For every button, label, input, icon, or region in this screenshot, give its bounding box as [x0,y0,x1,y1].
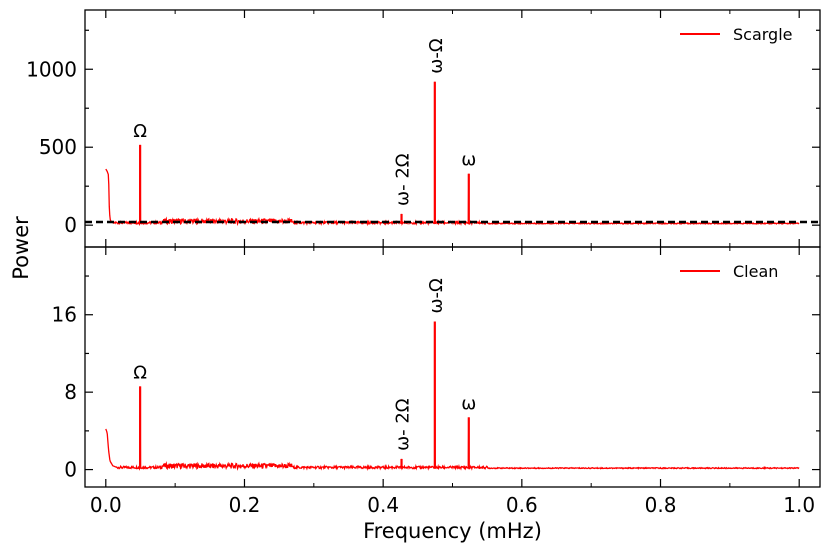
x-axis-label: Frequency (mHz) [363,519,542,543]
x-tick-label: 0.8 [645,493,677,517]
clean-panel-frame [84,246,821,488]
x-tick-label: 0.6 [506,493,538,517]
scargle-series: Ωω- 2Ω ω-Ω ω [105,38,800,227]
scargle-legend-label: Scargle [733,25,793,44]
y-axis-label: Power [9,216,33,280]
clean-power-line [105,321,800,472]
clean-ticks: 0.0 0.2 0.4 0.6 0.8 1.0 0 8 16 [52,247,820,517]
peak-label: Ω [133,362,147,383]
peak-label: ω- 2Ω [393,153,414,206]
peak-label: ω [461,150,476,171]
peak-label: ω-Ω [426,278,447,314]
x-tick-label: 1.0 [783,493,815,517]
x-tick-label: 0.4 [367,493,399,517]
peak-label: ω [461,393,476,414]
clean-panel: Ωω- 2Ω ω-Ω ω 0.0 0.2 0.4 0.6 0.8 1.0 0 8 16 Clean [52,246,821,517]
x-tick-label: 0.0 [90,493,122,517]
peak-label: ω-Ω [426,38,447,74]
scargle-panel-frame [84,9,821,248]
scargle-panel: Ωω- 2Ω ω-Ω ω 0 500 1000 Scargle [26,9,821,248]
y-tick-label: 8 [64,380,77,404]
scargle-ticks: 0 500 1000 [26,10,820,247]
y-tick-label: 1000 [26,57,77,81]
scargle-legend: Scargle [680,25,793,44]
clean-legend-label: Clean [733,262,778,281]
x-tick-label: 0.2 [229,493,261,517]
peak-label: ω- 2Ω [393,398,414,451]
y-tick-label: 0 [64,458,77,482]
clean-series: Ωω- 2Ω ω-Ω ω [105,278,800,472]
clean-legend: Clean [680,262,778,281]
y-tick-label: 500 [39,135,77,159]
y-tick-label: 16 [52,303,77,327]
y-tick-label: 0 [64,213,77,237]
peak-label: Ω [133,121,147,142]
scargle-power-line [105,81,800,227]
